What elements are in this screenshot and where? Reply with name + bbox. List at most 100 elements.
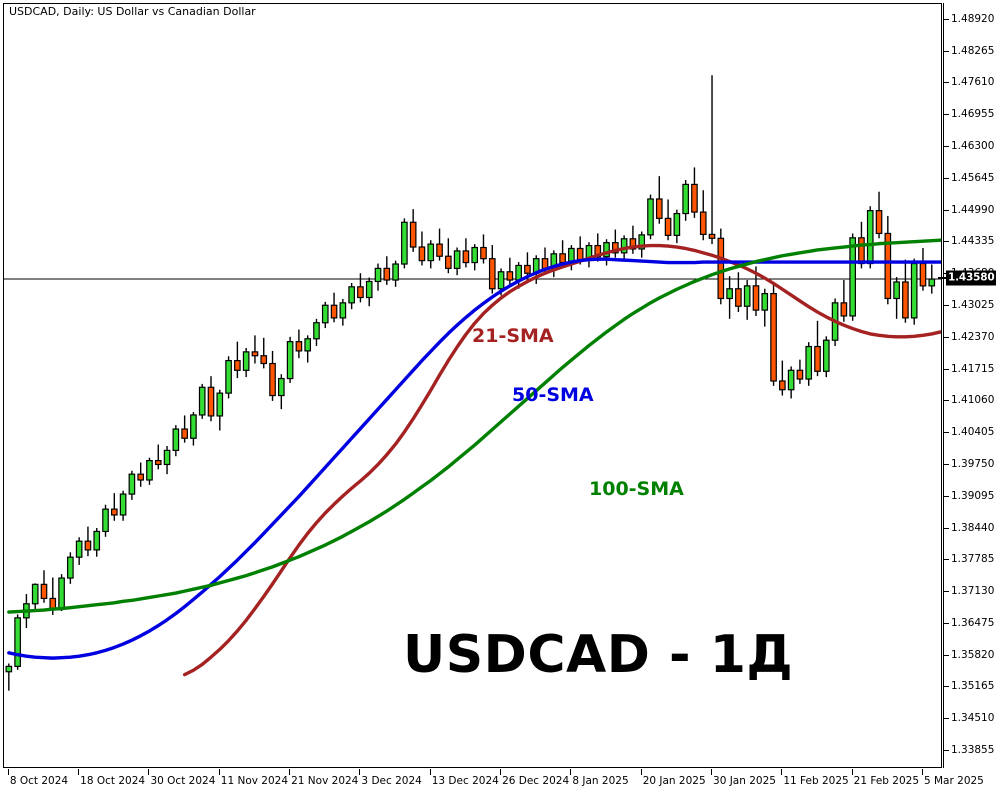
candle xyxy=(14,614,21,670)
candle xyxy=(814,320,821,377)
price-tick-label: 1.42370 xyxy=(951,330,995,343)
sma-line-21-sma xyxy=(182,243,941,677)
date-tick-label: 18 Oct 2024 xyxy=(80,775,146,787)
candle xyxy=(893,277,900,319)
price-tick-label: 1.44335 xyxy=(951,235,995,248)
price-tick-label: 1.34510 xyxy=(951,712,995,725)
candle xyxy=(110,493,118,521)
candle xyxy=(348,282,355,310)
price-tick xyxy=(944,591,949,593)
candle xyxy=(691,167,698,218)
price-tick-label: 1.40405 xyxy=(951,426,995,439)
chart-title: USDCAD, Daily: US Dollar vs Canadian Dol… xyxy=(9,5,256,18)
date-tick xyxy=(570,769,572,775)
price-tick-label: 1.46300 xyxy=(951,140,995,153)
candle xyxy=(321,301,329,329)
candle xyxy=(612,229,619,258)
candle xyxy=(154,444,162,470)
candle xyxy=(673,209,681,244)
price-tick-label: 1.35165 xyxy=(951,680,995,693)
candle xyxy=(866,206,874,269)
sma-legend-21-sma: 21-SMA xyxy=(472,325,554,347)
date-tick xyxy=(640,769,642,775)
candle xyxy=(480,234,487,264)
candle xyxy=(31,583,39,612)
candle xyxy=(629,225,637,254)
price-tick-label: 1.45645 xyxy=(951,171,995,184)
candle xyxy=(401,218,408,269)
price-tick-label: 1.43025 xyxy=(951,298,995,311)
candle xyxy=(295,329,303,359)
price-tick xyxy=(944,209,949,211)
price-tick xyxy=(944,177,949,179)
price-tick-label: 1.47610 xyxy=(951,76,995,89)
candle xyxy=(40,570,48,603)
candle xyxy=(163,446,171,475)
date-tick-label: 30 Oct 2024 xyxy=(150,775,216,787)
price-tick xyxy=(944,559,949,561)
sma-line-100-sma xyxy=(7,238,941,614)
candle xyxy=(383,256,391,285)
candle xyxy=(743,280,751,320)
candle xyxy=(198,383,206,419)
candle xyxy=(453,247,461,276)
date-tick-label: 21 Feb 2025 xyxy=(853,775,920,787)
date-tick-label: 11 Nov 2024 xyxy=(220,775,289,787)
candle xyxy=(796,359,804,384)
price-tick xyxy=(944,18,949,20)
candle xyxy=(137,462,145,487)
date-tick-label: 30 Jan 2025 xyxy=(713,775,776,787)
sma-legend-100-sma: 100-SMA xyxy=(589,478,684,500)
candle xyxy=(761,288,769,327)
date-tick xyxy=(7,769,9,775)
candle xyxy=(313,318,320,347)
sma-legend-50-sma: 50-SMA xyxy=(512,384,594,406)
date-tick-label: 21 Nov 2024 xyxy=(291,775,359,787)
date-axis[interactable]: 8 Oct 2024 18 Oct 2024 30 Oct 2024 11 Nov 2… xyxy=(3,769,984,800)
candle xyxy=(462,238,470,268)
price-tick-label: 1.39095 xyxy=(951,489,995,502)
price-tick xyxy=(944,463,949,465)
candle xyxy=(374,263,382,291)
price-tick-label: 1.41060 xyxy=(951,394,995,407)
price-tick xyxy=(944,527,949,529)
price-tick xyxy=(944,146,949,148)
date-tick xyxy=(78,769,80,775)
price-tick xyxy=(944,718,949,720)
candle xyxy=(735,272,742,313)
date-tick xyxy=(218,769,220,775)
candle xyxy=(418,231,426,266)
price-tick-label: 1.39750 xyxy=(951,457,995,470)
price-tick xyxy=(944,432,949,434)
price-tick-label: 1.48920 xyxy=(951,12,995,25)
price-tick-label: 1.48265 xyxy=(951,44,995,57)
candle xyxy=(128,470,136,500)
candle xyxy=(919,247,927,291)
candle xyxy=(717,228,725,305)
current-price-label: 1.43580 xyxy=(946,270,997,286)
price-tick xyxy=(944,50,949,52)
candle xyxy=(304,335,312,363)
candle xyxy=(647,194,654,240)
candle xyxy=(822,336,830,378)
candle xyxy=(471,244,479,271)
candle xyxy=(251,335,259,364)
price-chart-plot-area[interactable] xyxy=(3,3,942,768)
candle xyxy=(488,245,496,294)
price-tick-label: 1.41715 xyxy=(951,362,995,375)
candle xyxy=(726,276,733,319)
candle xyxy=(67,552,74,584)
candle xyxy=(225,356,232,399)
price-tick xyxy=(944,304,949,306)
date-tick-label: 11 Feb 2025 xyxy=(783,775,849,787)
price-axis[interactable]: 1.48920 1.48265 1.47610 1.46955 1.46300 1.456… xyxy=(938,3,1000,768)
candlestick-canvas xyxy=(4,75,941,691)
candle xyxy=(524,252,531,279)
price-tick xyxy=(944,686,949,688)
price-tick xyxy=(944,495,949,497)
candle xyxy=(286,336,294,383)
price-tick xyxy=(944,336,949,338)
price-tick-label: 1.38440 xyxy=(951,521,995,534)
candle xyxy=(585,242,593,268)
price-tick xyxy=(944,82,949,84)
